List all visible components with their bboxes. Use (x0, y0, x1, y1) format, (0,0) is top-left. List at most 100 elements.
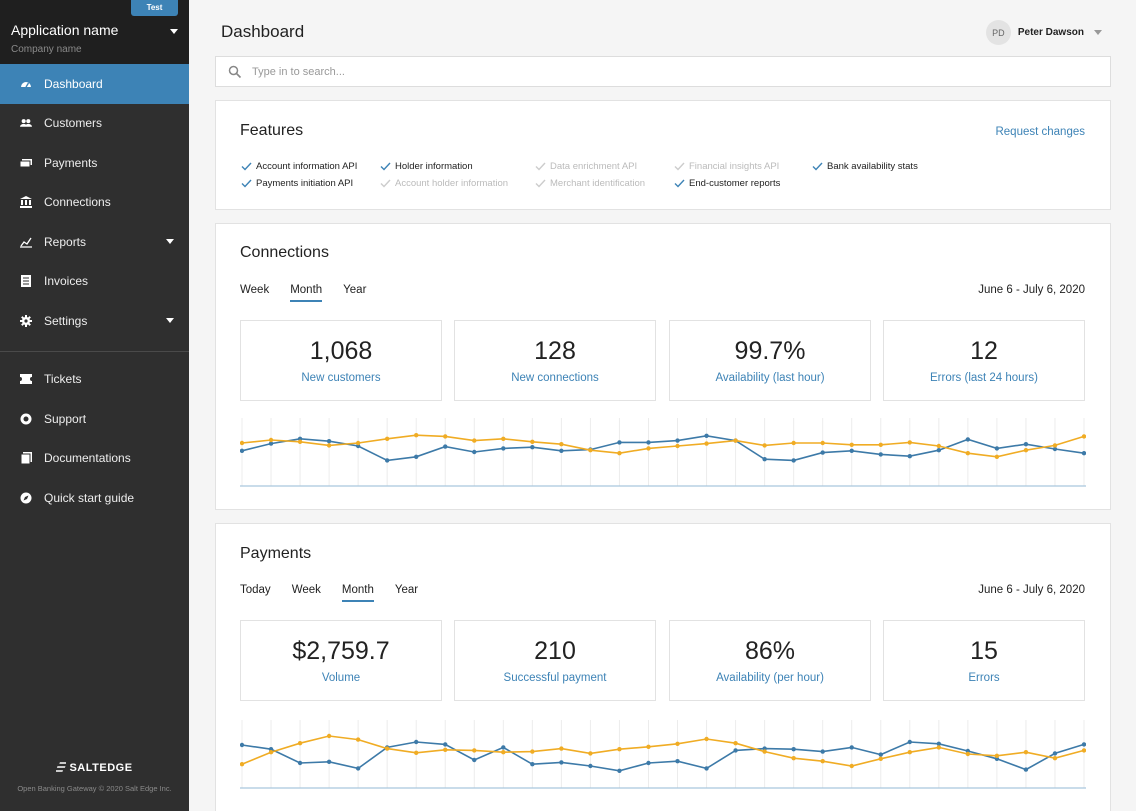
data-point[interactable] (501, 436, 506, 441)
data-point[interactable] (355, 737, 361, 742)
data-point[interactable] (849, 442, 854, 447)
data-point[interactable] (617, 451, 622, 456)
data-point[interactable] (472, 748, 477, 753)
stat-label[interactable]: Availability (per hour) (716, 672, 824, 684)
sidebar-item-settings[interactable]: Settings (0, 301, 189, 341)
data-point[interactable] (936, 443, 942, 449)
data-point[interactable] (530, 762, 535, 767)
data-point[interactable] (268, 750, 274, 755)
data-point[interactable] (733, 748, 738, 753)
data-point[interactable] (849, 745, 854, 750)
data-point[interactable] (530, 439, 535, 444)
tab-month[interactable]: Month (290, 284, 323, 302)
request-changes-link[interactable]: Request changes (995, 126, 1085, 138)
data-point[interactable] (588, 448, 593, 453)
data-point[interactable] (588, 763, 593, 769)
sidebar-item-support[interactable]: Support (0, 399, 189, 439)
data-point[interactable] (820, 759, 825, 764)
data-point[interactable] (326, 733, 332, 739)
data-point[interactable] (384, 436, 390, 441)
sidebar-item-documentations[interactable]: Documentations (0, 439, 189, 479)
data-point[interactable] (501, 745, 506, 750)
data-point[interactable] (384, 458, 390, 463)
data-point[interactable] (240, 440, 245, 446)
sidebar-item-connections[interactable]: Connections (0, 183, 189, 223)
data-point[interactable] (559, 746, 564, 751)
data-point[interactable] (1081, 742, 1086, 747)
data-point[interactable] (646, 446, 651, 451)
data-point[interactable] (936, 448, 942, 453)
data-point[interactable] (936, 741, 942, 746)
data-point[interactable] (907, 454, 912, 459)
data-point[interactable] (791, 458, 796, 463)
data-point[interactable] (1052, 446, 1058, 452)
sidebar-item-quick-start-guide[interactable]: Quick start guide (0, 478, 189, 518)
data-point[interactable] (762, 443, 767, 448)
data-point[interactable] (675, 438, 680, 443)
data-point[interactable] (297, 741, 303, 746)
data-point[interactable] (384, 746, 390, 751)
sidebar-item-invoices[interactable]: Invoices (0, 262, 189, 302)
data-point[interactable] (907, 750, 912, 755)
data-point[interactable] (675, 759, 680, 764)
data-point[interactable] (501, 750, 506, 755)
stat-label[interactable]: New connections (511, 372, 599, 384)
data-point[interactable] (559, 448, 564, 453)
data-point[interactable] (414, 750, 419, 755)
tab-today[interactable]: Today (240, 584, 271, 596)
data-point[interactable] (1052, 751, 1058, 756)
data-point[interactable] (791, 747, 796, 752)
data-point[interactable] (1023, 448, 1029, 453)
data-point[interactable] (1023, 767, 1029, 772)
data-point[interactable] (820, 749, 825, 754)
tab-year[interactable]: Year (343, 284, 367, 296)
data-point[interactable] (646, 440, 651, 445)
data-point[interactable] (704, 433, 709, 438)
stat-label[interactable]: Errors (968, 672, 1000, 684)
data-point[interactable] (443, 434, 448, 439)
app-switcher[interactable]: Test Application name Company name (0, 0, 189, 64)
sidebar-item-customers[interactable]: Customers (0, 104, 189, 144)
data-point[interactable] (733, 438, 738, 443)
data-point[interactable] (1081, 451, 1086, 456)
data-point[interactable] (472, 757, 477, 763)
stat-label[interactable]: Successful payment (503, 672, 607, 684)
search-input[interactable] (252, 65, 1052, 78)
data-point[interactable] (878, 452, 883, 457)
data-point[interactable] (646, 744, 651, 749)
data-point[interactable] (704, 441, 709, 446)
data-point[interactable] (414, 454, 419, 459)
data-point[interactable] (1081, 434, 1086, 439)
data-point[interactable] (936, 745, 942, 750)
data-point[interactable] (326, 759, 332, 764)
data-point[interactable] (849, 763, 854, 769)
date-range[interactable]: June 6 - July 6, 2020 (978, 284, 1085, 296)
data-point[interactable] (1081, 748, 1086, 753)
tab-month[interactable]: Month (341, 584, 374, 602)
data-point[interactable] (994, 446, 1000, 451)
data-point[interactable] (675, 741, 680, 746)
tab-week[interactable]: Week (240, 284, 270, 296)
data-point[interactable] (907, 739, 912, 745)
data-point[interactable] (240, 742, 245, 748)
data-point[interactable] (414, 739, 419, 745)
data-point[interactable] (907, 440, 912, 445)
data-point[interactable] (559, 760, 564, 765)
data-point[interactable] (297, 439, 303, 444)
data-point[interactable] (355, 766, 361, 771)
data-point[interactable] (965, 451, 971, 456)
data-point[interactable] (704, 766, 709, 771)
data-point[interactable] (443, 742, 448, 747)
data-point[interactable] (530, 445, 535, 450)
data-point[interactable] (1023, 442, 1029, 447)
user-menu[interactable]: PD Peter Dawson (985, 20, 1102, 45)
sidebar-item-payments[interactable]: Payments (0, 143, 189, 183)
data-point[interactable] (791, 756, 796, 761)
data-point[interactable] (588, 751, 593, 756)
data-point[interactable] (733, 741, 738, 746)
data-point[interactable] (675, 443, 680, 449)
data-point[interactable] (559, 442, 564, 447)
data-point[interactable] (994, 454, 1000, 459)
data-point[interactable] (1023, 750, 1029, 755)
data-point[interactable] (820, 440, 825, 446)
